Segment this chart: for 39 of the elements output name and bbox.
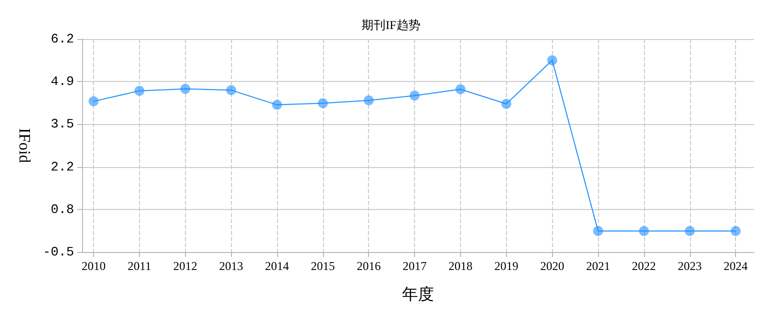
point bbox=[684, 226, 695, 236]
point bbox=[638, 226, 649, 236]
x-tick-label: 2023 bbox=[678, 259, 702, 273]
point bbox=[272, 100, 282, 110]
point bbox=[593, 226, 604, 236]
point bbox=[318, 98, 328, 108]
point bbox=[455, 84, 466, 94]
x-tick-label: 2013 bbox=[219, 259, 244, 273]
point bbox=[410, 90, 420, 101]
point bbox=[88, 96, 99, 106]
point bbox=[547, 55, 558, 66]
y-axis-title: IFoid bbox=[16, 128, 32, 163]
x-tick-label: 2014 bbox=[265, 259, 290, 273]
x-tick-label: 2019 bbox=[494, 259, 518, 273]
y-tick-label: -0.5 bbox=[42, 244, 74, 260]
point bbox=[180, 84, 190, 94]
y-tick-label: 6.2 bbox=[50, 32, 74, 46]
x-tick-label: 2010 bbox=[82, 259, 106, 273]
x-tick-label: 2022 bbox=[632, 259, 656, 273]
x-axis-title: 年度 bbox=[402, 286, 434, 304]
x-tick-label: 2017 bbox=[402, 259, 427, 273]
y-tick-label: 2.2 bbox=[50, 159, 74, 174]
x-tick-label: 2016 bbox=[356, 259, 381, 273]
y-tick-label: 0.8 bbox=[50, 202, 74, 217]
x-tick-label: 2020 bbox=[540, 259, 564, 273]
y-tick-label: 3.5 bbox=[50, 116, 74, 132]
point bbox=[226, 85, 236, 96]
point bbox=[134, 86, 144, 96]
x-tick-label: 2015 bbox=[310, 259, 335, 273]
x-tick-label: 2021 bbox=[586, 259, 610, 273]
x-tick-label: 2011 bbox=[128, 259, 152, 273]
x-tick-label: 2018 bbox=[448, 259, 472, 273]
point bbox=[730, 226, 741, 236]
y-tick-label: 4.9 bbox=[50, 74, 74, 90]
x-tick-label: 2012 bbox=[173, 259, 198, 273]
chart-title: 期刊IF趋势 bbox=[362, 18, 420, 32]
point bbox=[364, 95, 374, 106]
x-tick-label: 2024 bbox=[724, 259, 748, 273]
point bbox=[501, 98, 512, 109]
